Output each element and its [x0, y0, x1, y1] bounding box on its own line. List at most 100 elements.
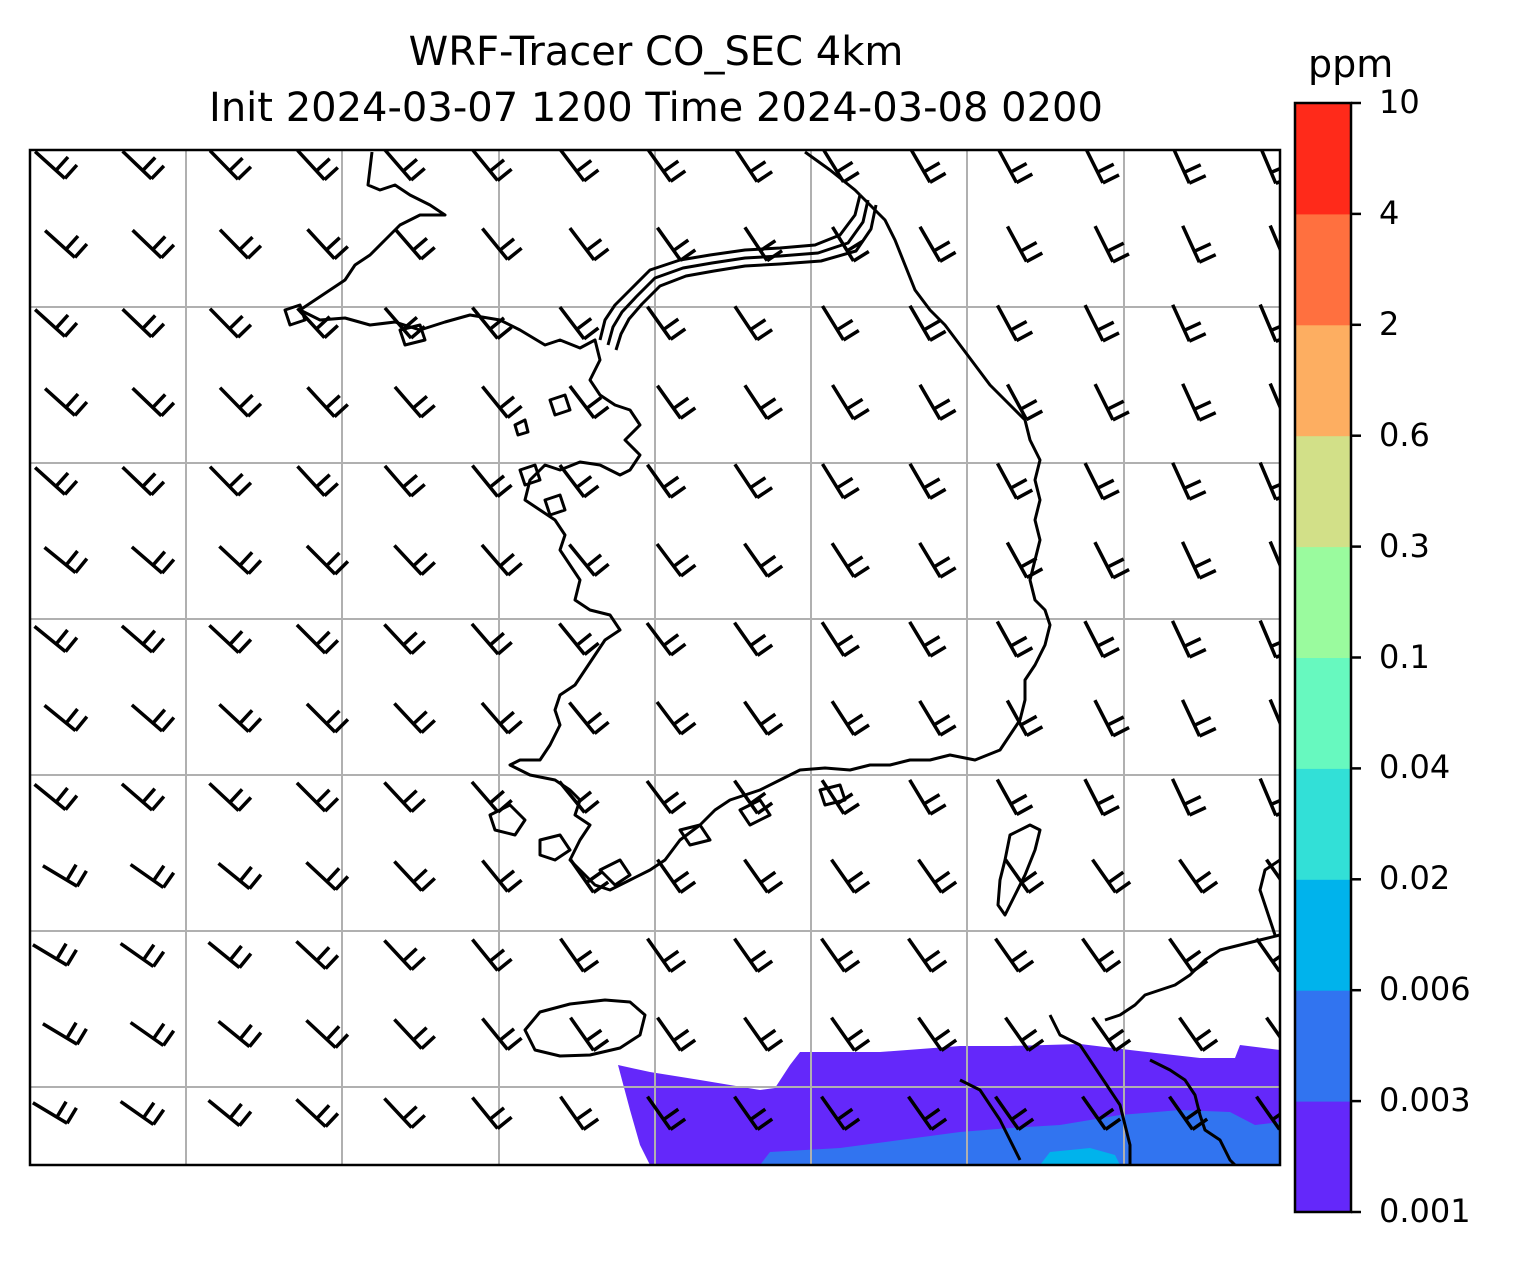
wind-barb [119, 942, 166, 968]
colorbar-band [1295, 768, 1351, 880]
wind-barb [1268, 540, 1280, 570]
wind-barb [646, 937, 687, 973]
wind-barb [31, 942, 78, 967]
wind-barb [918, 225, 957, 263]
wind-barb [646, 1095, 687, 1131]
wind-barb [1258, 777, 1280, 818]
wind-barb [645, 621, 687, 657]
wind-barb [558, 306, 600, 341]
wind-barb [43, 704, 89, 732]
colorbar-band [1295, 435, 1351, 548]
wind-barb [656, 858, 697, 894]
wind-barb [743, 226, 784, 263]
colorbar-label: 0.001 [1379, 1192, 1471, 1230]
wind-barb [1170, 620, 1207, 659]
wind-barb [295, 623, 340, 655]
wind-barb [1093, 225, 1130, 264]
wind-barb [471, 464, 513, 498]
wind-barb [1081, 937, 1122, 973]
wind-barbs [31, 150, 1280, 1131]
wind-barb [383, 150, 426, 182]
wind-barb [1005, 225, 1044, 264]
wind-barb [743, 700, 784, 736]
wind-barb [393, 1018, 436, 1050]
colorbar-label: 2 [1379, 304, 1400, 343]
wind-barb [393, 227, 436, 261]
wind-barb [1083, 620, 1120, 659]
northern-border [598, 194, 878, 351]
wind-barb [733, 305, 774, 342]
wind-barb [1084, 150, 1120, 185]
wind-barb [821, 463, 860, 500]
wind-barb [383, 464, 426, 498]
wind-barb [995, 304, 1034, 343]
wind-barb [821, 150, 860, 184]
wind-barb [1258, 619, 1280, 660]
wind-barb [471, 150, 513, 182]
wind-barb [733, 150, 774, 184]
colorbar-label: 10 [1379, 83, 1420, 121]
wind-barb [733, 463, 774, 500]
wind-barb [296, 465, 339, 497]
wind-barb [121, 150, 166, 181]
wind-barb [743, 542, 784, 578]
wind-barb [743, 384, 784, 421]
coastlines [283, 150, 1280, 1165]
wind-barb [480, 701, 523, 735]
wind-barb [559, 937, 600, 973]
wind-barb [733, 937, 774, 973]
wind-barb [655, 542, 697, 578]
wind-barb [917, 858, 958, 894]
wind-barb [909, 150, 947, 184]
tsushima-island [996, 823, 1042, 917]
wind-barb [820, 937, 861, 973]
wind-barb [558, 780, 600, 814]
wind-barb [33, 625, 79, 653]
wind-barb [1093, 383, 1130, 422]
wind-barb [907, 937, 948, 973]
wind-barb [471, 938, 513, 972]
colorbar-band [1295, 657, 1351, 769]
wind-barb [917, 1016, 958, 1052]
wind-barb [129, 863, 176, 889]
wind-barb [393, 544, 436, 576]
wind-barb [481, 227, 523, 261]
wind-barb [1005, 699, 1044, 738]
wind-barb [1265, 858, 1280, 882]
wind-barb [471, 306, 513, 340]
wind-barb [1268, 382, 1280, 412]
map-area [30, 150, 1280, 1165]
wind-barb [918, 541, 957, 579]
wind-barb [743, 1016, 784, 1052]
wind-barb [645, 305, 687, 341]
wind-barb [383, 623, 426, 655]
wind-barb [1258, 303, 1280, 344]
wind-barb [470, 622, 513, 656]
wind-barb [1171, 304, 1207, 343]
wind-barb [994, 1095, 1035, 1131]
wind-barb [820, 779, 860, 816]
wind-barb [558, 150, 600, 183]
wind-barb [655, 226, 697, 262]
wind-barb [208, 150, 253, 181]
wind-barb [120, 782, 166, 812]
wind-barb [131, 386, 176, 418]
wind-barb [645, 779, 687, 815]
wind-barb [646, 150, 687, 183]
wind-barb [995, 778, 1034, 817]
wind-barb [481, 385, 523, 419]
wind-barb [130, 545, 176, 575]
wind-barb [655, 384, 697, 420]
kyushu-coast [959, 1014, 1237, 1165]
korea-west-islands [283, 303, 572, 517]
wind-barb [830, 542, 870, 579]
map-frame [28, 148, 1282, 1167]
wind-barb [1178, 858, 1219, 894]
korea-southern-islands [488, 783, 847, 887]
wind-barb [217, 1020, 263, 1048]
wind-barb [43, 546, 89, 574]
wind-barb [43, 229, 89, 259]
wind-barb [1004, 858, 1045, 894]
wind-barb [1168, 937, 1209, 973]
